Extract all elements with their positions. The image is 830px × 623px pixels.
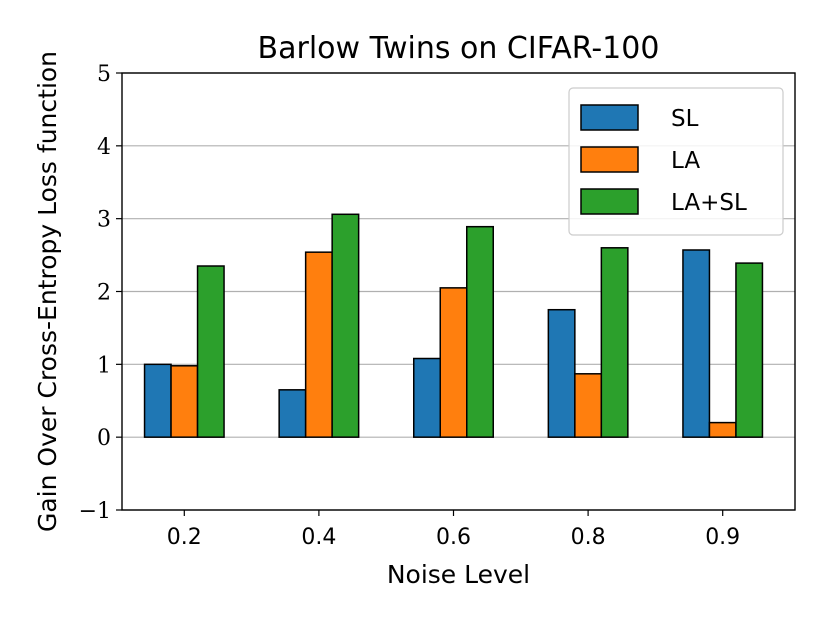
- y-tick-label: 2: [97, 281, 111, 306]
- chart-title: Barlow Twins on CIFAR-100: [258, 31, 660, 66]
- y-tick-label: 0: [97, 426, 111, 451]
- bar-sl-0-9: [682, 249, 711, 438]
- bar-sl-0-6: [413, 357, 441, 438]
- y-tick-label: 4: [97, 135, 111, 160]
- x-tick-label: 0.2: [167, 525, 202, 550]
- y-tick-label: 5: [97, 62, 111, 87]
- bar-la-sl-0-2: [196, 265, 225, 438]
- x-axis-label: Noise Level: [387, 560, 530, 589]
- x-tick-label: 0.4: [301, 525, 336, 550]
- bar-la-sl-0-8: [600, 247, 629, 438]
- legend-label-la: LA: [671, 148, 700, 174]
- bar-la-0-4: [304, 251, 333, 438]
- bars: [143, 213, 764, 438]
- bar-la-0-2: [170, 365, 199, 438]
- legend-swatch-la: [580, 146, 639, 173]
- y-tick-label: −1: [79, 499, 111, 524]
- bar-la-sl-0-9: [735, 262, 764, 438]
- bar-la-sl-0-6: [466, 225, 494, 438]
- bar-la-0-6: [439, 287, 468, 438]
- bar-la-sl-0-4: [331, 213, 360, 438]
- bar-la-0-9: [708, 421, 737, 438]
- legend-swatch-la-sl: [580, 188, 639, 215]
- x-tick-label: 0.6: [436, 525, 471, 550]
- y-axis-label: Gain Over Cross-Entropy Loss function: [33, 51, 62, 532]
- y-tick-label: 3: [97, 208, 111, 233]
- bar-la-0-8: [574, 373, 603, 438]
- bar-sl-0-2: [143, 363, 172, 438]
- x-axis-ticks: 0.2 0.4 0.6 0.8 0.9: [167, 510, 740, 550]
- legend: SL LA LA+SL: [568, 87, 784, 236]
- y-tick-label: 1: [97, 353, 111, 378]
- legend-label-la-sl: LA+SL: [671, 190, 747, 216]
- x-tick-label: 0.8: [571, 525, 606, 550]
- bar-sl-0-4: [278, 389, 307, 438]
- bar-sl-0-8: [547, 308, 576, 438]
- x-tick-label: 0.9: [705, 525, 740, 550]
- y-axis-ticks: −1 0 1 2 3 4 5: [79, 62, 122, 524]
- legend-swatch-sl: [580, 104, 639, 131]
- legend-label-sl: SL: [671, 106, 699, 132]
